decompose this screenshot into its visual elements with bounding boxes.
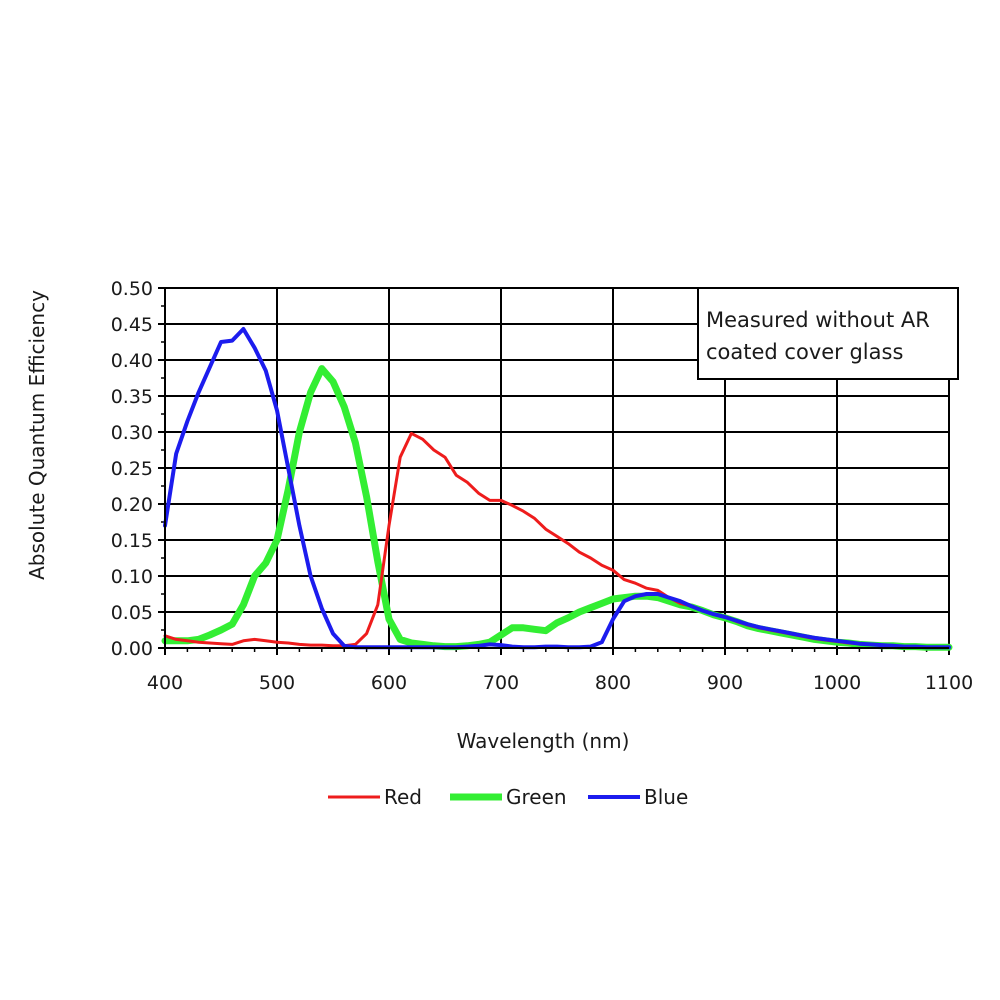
- series-line-blue: [163, 327, 951, 650]
- x-tick-label: 1100: [925, 672, 973, 694]
- x-tick-label: 400: [147, 672, 183, 694]
- legend-label: Red: [384, 785, 422, 809]
- legend-item-red: Red: [328, 785, 422, 809]
- legend: Red Green Blue: [328, 785, 688, 809]
- x-tick-labels: 400 500 600 700 800 900 1000 1100: [147, 672, 973, 694]
- x-tick-label: 600: [371, 672, 407, 694]
- y-tick-label: 0.10: [111, 566, 153, 588]
- legend-item-blue: Blue: [588, 785, 688, 809]
- y-tick-label: 0.50: [111, 278, 153, 300]
- x-tick-label: 700: [483, 672, 519, 694]
- axes: [164, 288, 949, 649]
- x-tick-label: 1000: [813, 672, 861, 694]
- y-tick-label: 0.20: [111, 494, 153, 516]
- annotation-line-1: Measured without AR: [706, 308, 930, 332]
- annotation-box: Measured without AR coated cover glass: [697, 287, 959, 380]
- x-axis-title: Wavelength (nm): [457, 729, 630, 753]
- y-axis-title: Absolute Quantum Efficiency: [25, 290, 49, 580]
- legend-item-green: Green: [450, 785, 567, 809]
- series-layer: [161, 327, 953, 651]
- y-tick-label: 0.25: [111, 458, 153, 480]
- y-tick-label: 0.15: [111, 530, 153, 552]
- y-tick-label: 0.05: [111, 602, 153, 624]
- x-tick-label: 500: [259, 672, 295, 694]
- annotation-line-2: coated cover glass: [706, 340, 903, 364]
- y-tick-label: 0.45: [111, 314, 153, 336]
- legend-label: Green: [506, 785, 567, 809]
- legend-label: Blue: [644, 785, 688, 809]
- y-tick-label: 0.40: [111, 350, 153, 372]
- x-tick-label: 900: [707, 672, 743, 694]
- y-tick-label: 0.35: [111, 386, 153, 408]
- y-tick-label: 0.00: [111, 638, 153, 660]
- y-tick-label: 0.30: [111, 422, 153, 444]
- y-tick-labels: 0.00 0.05 0.10 0.15 0.20 0.25 0.30 0.35 0.40 0.45…: [111, 278, 153, 660]
- x-tick-label: 800: [595, 672, 631, 694]
